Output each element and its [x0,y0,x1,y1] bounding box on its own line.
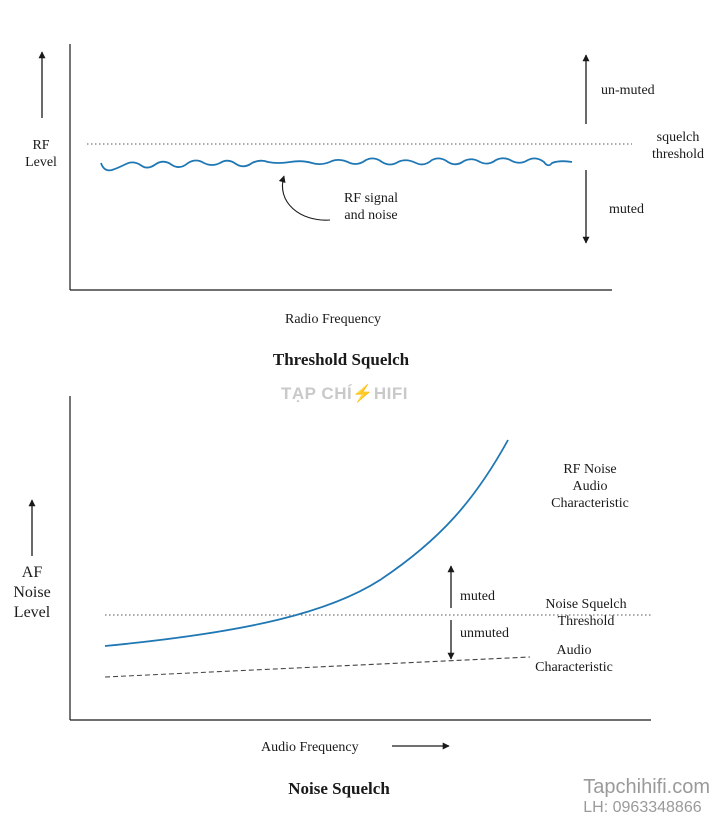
brand-block: Tapchihifi.com LH: 0963348866 [583,776,710,818]
unmuted-label-bottom: unmuted [460,626,509,641]
top-y-label-line2: Level [25,155,57,170]
squelch-label-line2: threshold [651,147,705,162]
muted-label: muted [609,202,644,217]
noise-squelch-threshold-label: Noise Squelch Threshold [545,596,626,630]
watermark-text-2: HIFI [373,384,408,403]
bottom-y-axis-label: AF Noise Level [13,563,50,623]
audio-line1: Audio [556,643,592,658]
squelch-threshold-label: squelch threshold [652,129,704,163]
top-diagram-title: Threshold Squelch [272,350,410,369]
audio-characteristic-line [104,656,531,678]
bottom-y-label-line2: Noise [13,584,51,601]
signal-label-line1: RF signal [343,191,399,206]
muted-label-bottom: muted [460,589,495,604]
top-y-label-line1: RF [32,138,50,153]
squelch-label-line1: squelch [656,130,700,145]
rf-signal-noise-curve [100,157,573,172]
rf-noise-characteristic-label: RF Noise Audio Characteristic [551,461,629,512]
rf-signal-label: RF signal and noise [344,190,398,224]
top-axes [69,44,612,291]
threshold-line1: Noise Squelch [545,597,627,612]
brand-site: Tapchihifi.com [583,776,710,798]
unmuted-label: un-muted [601,83,655,98]
signal-label-line2: and noise [344,208,398,223]
audio-line2: Characteristic [535,660,613,675]
watermark: TẠP CHÍ⚡HIFI [281,384,408,404]
bottom-y-label-line1: AF [21,564,43,581]
top-y-axis-label: RF Level [25,137,57,171]
bottom-y-label-line3: Level [13,604,51,621]
bottom-axes [69,396,651,721]
brand-phone: LH: 0963348866 [583,799,702,816]
rf-noise-line2: Audio [572,479,608,494]
watermark-text-1: TẠP CHÍ [281,384,353,403]
signal-pointer-arrow [278,175,331,221]
lightning-bolt-icon: ⚡ [352,384,374,403]
bottom-x-axis-label: Audio Frequency [261,740,359,755]
threshold-line2: Threshold [557,614,615,629]
top-x-axis-label: Radio Frequency [285,312,382,327]
rf-noise-line3: Characteristic [551,496,629,511]
rf-noise-line1: RF Noise [563,462,617,477]
audio-characteristic-label: Audio Characteristic [535,642,613,676]
rf-noise-curve [104,439,509,647]
bottom-diagram-title: Noise Squelch [288,779,390,798]
